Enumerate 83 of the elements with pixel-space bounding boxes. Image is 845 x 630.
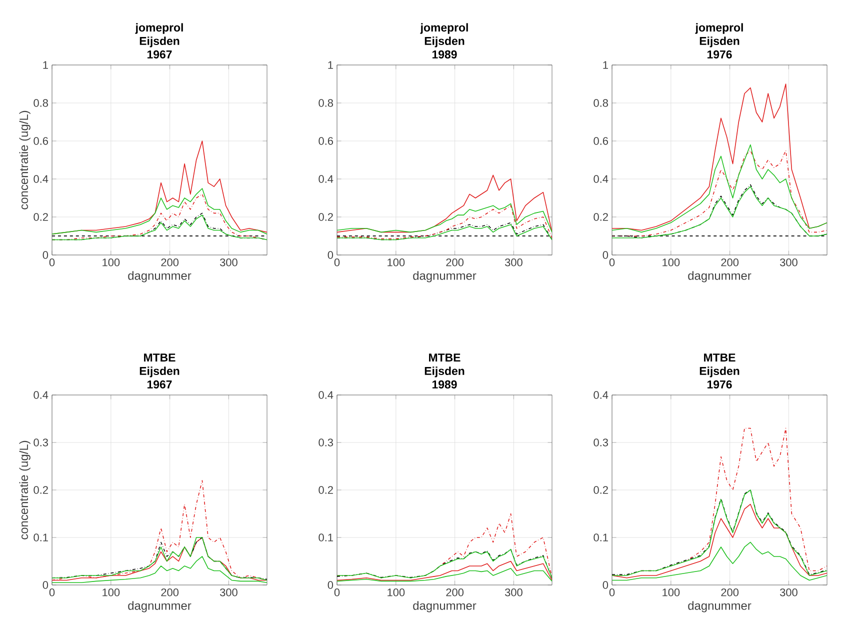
- y-tick-label: 1: [328, 61, 333, 69]
- x-tick-label: 100: [662, 258, 680, 266]
- y-tick-label: 0.4: [318, 175, 334, 183]
- y-tick-label: 0.2: [594, 486, 608, 494]
- x-tick-label: 200: [721, 588, 739, 596]
- x-tick-label: 100: [388, 258, 405, 266]
- y-tick-label: 1: [43, 61, 48, 69]
- y-tick-label: 0: [328, 581, 334, 589]
- x-tick-label: 0: [334, 588, 340, 596]
- x-axis-title: dagnummer: [128, 601, 192, 612]
- y-tick-label: 1: [603, 61, 608, 69]
- text: 1976: [707, 380, 732, 388]
- y-tick-label: 0.1: [594, 534, 608, 542]
- x-tick-label: 100: [102, 588, 120, 596]
- text: 1967: [147, 380, 172, 388]
- x-tick-label: 300: [780, 258, 798, 266]
- y-axis-title: concentratie (ug/L): [19, 110, 30, 210]
- y-tick-label: 0.4: [594, 175, 608, 183]
- y-tick-label: 0.2: [318, 213, 333, 221]
- y-tick-label: 0.4: [34, 391, 48, 399]
- y-tick-label: 0.3: [34, 438, 48, 446]
- chart-subtitle: Eijsden: [424, 36, 464, 48]
- y-tick-label: 0.8: [318, 99, 334, 107]
- x-tick-label: 200: [446, 588, 464, 596]
- x-axis-title: dagnummer: [413, 271, 476, 282]
- y-tick-label: 0.3: [318, 438, 334, 446]
- y-tick-label: 0.6: [34, 137, 48, 145]
- y-tick-label: 0.6: [594, 137, 608, 145]
- chart-subtitle: Eijsden: [140, 36, 180, 48]
- chart-title: jomeprol: [135, 23, 183, 34]
- y-tick-label: 0.1: [34, 534, 48, 542]
- chart-title: jomeprol: [420, 23, 468, 34]
- text: 1989: [432, 380, 457, 388]
- x-tick-label: 200: [446, 258, 464, 266]
- y-tick-label: 0.6: [318, 137, 334, 145]
- chart-title: MTBE: [429, 354, 460, 362]
- y-tick-label: 0.8: [34, 99, 48, 107]
- x-tick-label: 300: [505, 258, 522, 266]
- chart-subtitle: Eijsden: [700, 366, 740, 378]
- x-tick-label: 0: [49, 258, 55, 266]
- x-tick-label: 300: [220, 588, 238, 596]
- y-tick-label: 0.1: [318, 534, 333, 542]
- x-tick-label: 0: [49, 588, 55, 596]
- y-axis-title: concentratie (ug/L): [19, 440, 30, 540]
- y-tick-label: 0.4: [318, 391, 334, 399]
- y-tick-label: 0: [42, 581, 48, 589]
- x-tick-label: 300: [780, 588, 798, 596]
- x-tick-label: 300: [220, 258, 238, 266]
- x-axis-title: dagnummer: [688, 271, 752, 282]
- y-tick-label: 0.2: [594, 213, 608, 221]
- chart-subtitle: Eijsden: [140, 366, 180, 378]
- x-axis-title: dagnummer: [688, 601, 752, 612]
- y-tick-label: 0.4: [34, 175, 48, 183]
- y-tick-label: 0.2: [34, 486, 48, 494]
- x-axis-title: dagnummer: [413, 601, 476, 612]
- x-tick-label: 100: [388, 588, 405, 596]
- y-tick-label: 0: [42, 251, 48, 259]
- y-tick-label: 0.3: [594, 438, 608, 446]
- chart-subtitle: Eijsden: [424, 366, 464, 378]
- y-tick-label: 0.4: [594, 391, 608, 399]
- x-tick-label: 200: [161, 258, 179, 266]
- y-tick-label: 0.2: [318, 486, 333, 494]
- y-tick-label: 0: [602, 251, 608, 259]
- x-tick-label: 0: [609, 588, 615, 596]
- chart-title: MTBE: [144, 354, 176, 362]
- x-tick-label: 200: [721, 258, 739, 266]
- x-axis-title: dagnummer: [128, 271, 192, 282]
- text: 1976: [707, 50, 732, 58]
- chart-subtitle: Eijsden: [700, 36, 740, 48]
- x-tick-label: 200: [161, 588, 179, 596]
- x-tick-label: 100: [102, 258, 120, 266]
- y-tick-label: 0: [328, 251, 334, 259]
- y-tick-label: 0.2: [34, 213, 48, 221]
- x-tick-label: 300: [505, 588, 522, 596]
- x-tick-label: 100: [662, 588, 680, 596]
- y-tick-label: 0.8: [594, 99, 608, 107]
- text: 1967: [147, 50, 172, 58]
- x-tick-label: 0: [334, 258, 340, 266]
- y-tick-label: 0: [602, 581, 608, 589]
- chart-title: MTBE: [704, 354, 736, 362]
- chart-title: jomeprol: [695, 23, 743, 34]
- x-tick-label: 0: [609, 258, 615, 266]
- text: 1989: [432, 50, 457, 58]
